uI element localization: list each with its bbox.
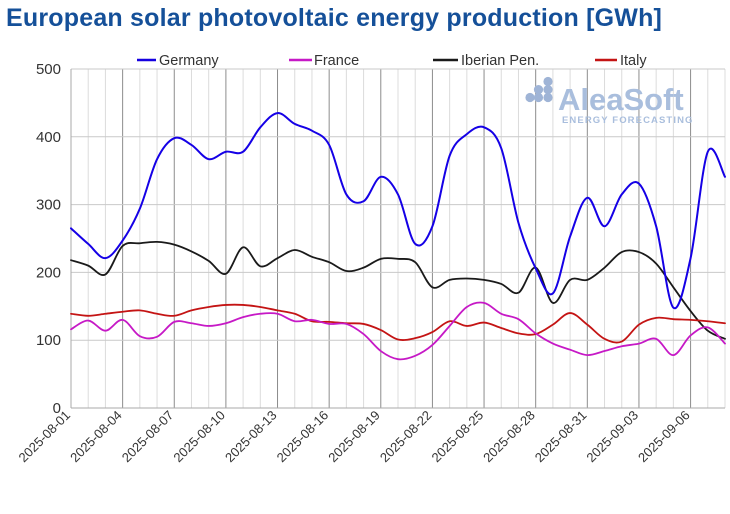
svg-text:2025-08-01: 2025-08-01 (15, 408, 73, 466)
svg-text:400: 400 (36, 129, 61, 146)
svg-text:2025-09-06: 2025-09-06 (635, 408, 693, 466)
svg-text:300: 300 (36, 197, 61, 214)
svg-text:Iberian Pen.: Iberian Pen. (461, 53, 539, 69)
svg-text:AleaSoft: AleaSoft (558, 82, 684, 117)
svg-text:2025-08-07: 2025-08-07 (119, 408, 177, 466)
svg-text:2025-08-28: 2025-08-28 (480, 408, 538, 466)
svg-text:Germany: Germany (159, 53, 219, 69)
svg-text:2025-08-25: 2025-08-25 (429, 408, 487, 466)
svg-text:2025-08-04: 2025-08-04 (67, 408, 125, 466)
svg-text:2025-08-16: 2025-08-16 (274, 408, 332, 466)
svg-text:2025-08-22: 2025-08-22 (377, 408, 435, 466)
svg-text:Italy: Italy (620, 53, 647, 69)
svg-text:France: France (314, 53, 359, 69)
svg-text:500: 500 (36, 61, 61, 78)
svg-text:2025-08-10: 2025-08-10 (170, 408, 228, 466)
svg-text:2025-09-03: 2025-09-03 (583, 408, 641, 466)
svg-text:100: 100 (36, 332, 61, 349)
svg-text:2025-08-13: 2025-08-13 (222, 408, 280, 466)
svg-text:200: 200 (36, 264, 61, 281)
svg-text:2025-08-31: 2025-08-31 (532, 408, 590, 466)
svg-text:2025-08-19: 2025-08-19 (325, 408, 383, 466)
svg-text:ENERGY FORECASTING: ENERGY FORECASTING (562, 115, 694, 126)
